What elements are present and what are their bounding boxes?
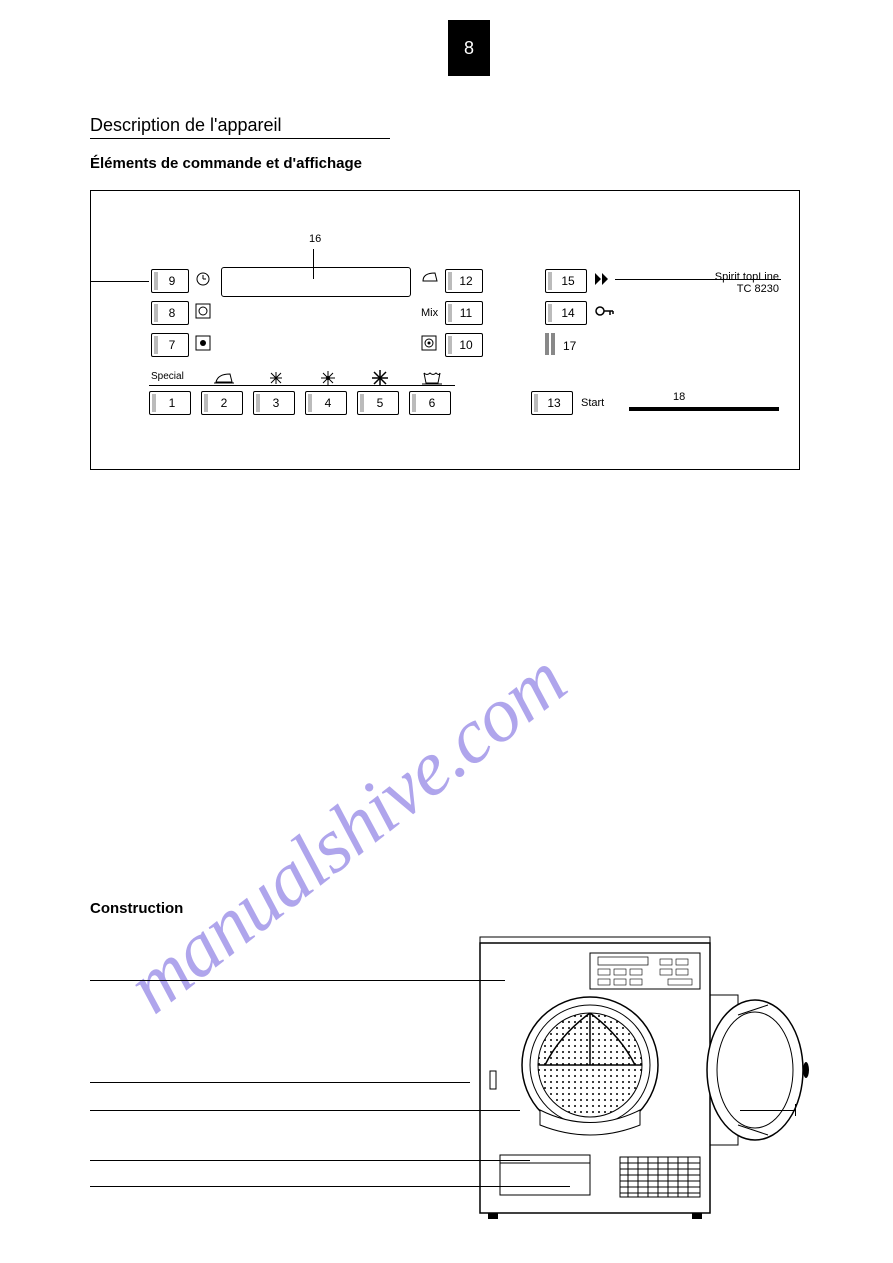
ruler-left	[91, 281, 149, 282]
fast-forward-icon	[595, 273, 613, 285]
callout-16: 16	[309, 233, 321, 245]
callout-18: 18	[673, 391, 685, 403]
appliance-diagram	[470, 935, 830, 1225]
page-number-box: 8	[448, 20, 490, 76]
button-6: 6	[409, 391, 451, 415]
button-7: 7	[151, 333, 189, 357]
leader-line-right	[740, 1110, 795, 1111]
leader-line-4	[90, 1160, 530, 1161]
button-5: 5	[357, 391, 399, 415]
button-11: 11	[445, 301, 483, 325]
button-3: 3	[253, 391, 295, 415]
leader-line-3	[90, 1110, 520, 1111]
dash-bar-18	[629, 407, 779, 411]
section-title: Description de l'appareil	[90, 115, 390, 139]
display-screen	[221, 267, 411, 297]
button-13: 13	[531, 391, 573, 415]
button-2: 2	[201, 391, 243, 415]
brand-line1: Spirit topLine	[715, 271, 779, 283]
callout-17: 17	[563, 339, 576, 353]
button-8: 8	[151, 301, 189, 325]
button-14: 14	[545, 301, 587, 325]
special-label: Special	[151, 371, 184, 382]
leader-line-1	[90, 980, 505, 981]
control-panel-diagram: 16 9 8 7 12 Mix 11 10 15 14	[90, 190, 800, 470]
iron-icon	[421, 271, 439, 285]
subsection-title-construction: Construction	[90, 900, 183, 917]
button-12: 12	[445, 269, 483, 293]
mix-label: Mix	[421, 307, 438, 319]
circle-icon	[421, 335, 437, 351]
spin2-icon	[195, 335, 211, 351]
button-10: 10	[445, 333, 483, 357]
key-icon	[595, 305, 615, 317]
leader-line-2	[90, 1082, 470, 1083]
page-number: 8	[464, 38, 474, 59]
vertical-bars-icon	[545, 333, 557, 360]
button-15: 15	[545, 269, 587, 293]
subsection-title-panel: Éléments de commande et d'affichage	[90, 155, 362, 172]
spin-icon	[195, 303, 211, 319]
button-9: 9	[151, 269, 189, 293]
button-1: 1	[149, 391, 191, 415]
brand-line2: TC 8230	[715, 283, 779, 295]
bottom-row-divider	[149, 385, 455, 386]
button-4: 4	[305, 391, 347, 415]
clock-icon	[195, 271, 211, 287]
leader-tick-right	[795, 1104, 796, 1116]
brand-label: Spirit topLine TC 8230	[715, 271, 779, 295]
start-label: Start	[581, 397, 604, 409]
